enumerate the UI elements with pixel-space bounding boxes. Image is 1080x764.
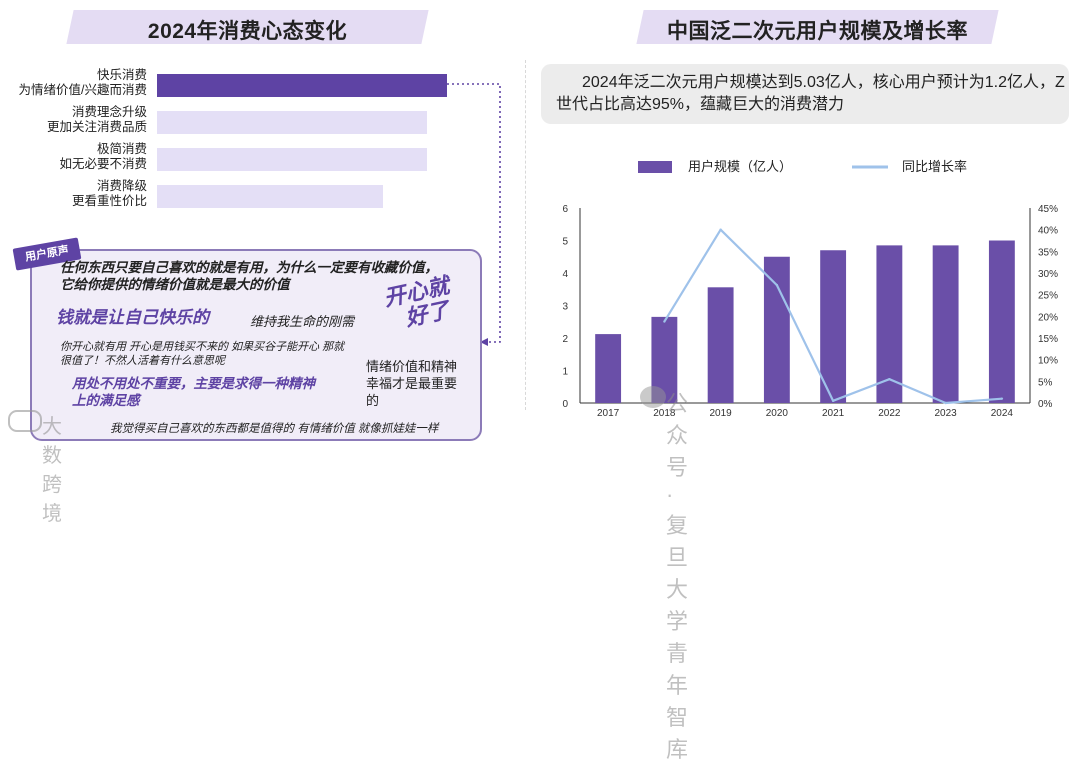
- quote-3: 维持我生命的刚需: [250, 314, 355, 329]
- x-tick-label: 2020: [766, 408, 789, 419]
- growth-point-2021: [831, 399, 835, 403]
- legend-bar-label: 用户规模（亿人）: [688, 159, 792, 174]
- bar-label-line2: 如无必要不消费: [59, 157, 147, 171]
- y2-tick-label: 10%: [1038, 356, 1058, 367]
- quote-7-line3: 的: [366, 393, 380, 408]
- quote-2: 钱就是让自己快乐的: [56, 308, 209, 327]
- y2-tick-label: 30%: [1038, 269, 1058, 280]
- consumption-bar-0: [157, 74, 447, 97]
- summary-box: [541, 64, 1069, 124]
- quote-1-line1: 任何东西只要自己喜欢的就是有用，为什么一定要有收藏价值，: [60, 260, 438, 275]
- y2-tick-label: 25%: [1038, 291, 1058, 302]
- bar-label-line1: 消费降级: [96, 179, 147, 193]
- quote-1: 任何东西只要自己喜欢的就是有用，为什么一定要有收藏价值， 它给你提供的情绪价值就…: [60, 259, 438, 293]
- growth-point-2020: [775, 283, 779, 287]
- panel-divider: [525, 60, 526, 410]
- x-tick-label: 2017: [597, 408, 620, 419]
- x-tick-label: 2018: [653, 408, 676, 419]
- quote-5-line2: 很值了！不然人活着有什么意思呢: [60, 355, 225, 367]
- legend-line-label: 同比增长率: [902, 159, 967, 174]
- bar-label-0: 快乐消费 为情绪价值/兴趣而消费: [7, 68, 147, 98]
- bar-label-line2: 更看重性价比: [71, 194, 147, 208]
- growth-point-2023: [944, 401, 947, 405]
- x-tick-label: 2024: [991, 408, 1014, 419]
- growth-point-2019: [719, 228, 722, 231]
- growth-point-2022: [888, 377, 891, 381]
- y2-tick-label: 40%: [1038, 226, 1058, 237]
- watermark-left-text: 大数跨境: [42, 416, 64, 525]
- bar-label-line1: 极简消费: [96, 142, 147, 156]
- y-tick-label: 3: [562, 302, 568, 313]
- y-tick-label: 6: [562, 204, 568, 215]
- y-tick-label: 5: [562, 237, 568, 248]
- legend-bar-swatch: [638, 161, 672, 173]
- y2-tick-label: 0%: [1038, 399, 1053, 410]
- growth-point-2024: [1000, 397, 1004, 400]
- x-tick-label: 2023: [935, 408, 958, 419]
- quote-7-line2: 幸福才是最重要: [366, 376, 458, 391]
- left-title: 2024年消费心态变化: [147, 20, 348, 43]
- quote-5: 你开心就有用 开心是用钱买不来的 如果买谷子能开心 那就 很值了！不然人活着有什…: [60, 340, 344, 368]
- bar-label-line2: 为情绪价值/兴趣而消费: [18, 83, 147, 97]
- watermark-left: 大数跨境: [8, 410, 62, 525]
- x-tick-label: 2021: [822, 408, 845, 419]
- quote-7-line1: 情绪价值和精神: [366, 359, 458, 374]
- bar-2024: [988, 240, 1015, 403]
- summary-text: 2024年泛二次元用户规模达到5.03亿人，核心用户预计为1.2亿人，Z世代占比…: [556, 74, 1065, 113]
- bar-label-2: 极简消费 如无必要不消费: [7, 142, 147, 172]
- watermark-right: 公众号 · 复旦大学青年智库: [640, 386, 688, 762]
- y-tick-label: 4: [562, 269, 568, 280]
- growth-point-2018: [663, 320, 666, 323]
- bar-2023: [932, 245, 959, 403]
- x-tick-label: 2022: [878, 408, 901, 419]
- quote-7: 情绪价值和精神 幸福才是最重要 的: [366, 358, 457, 409]
- bar-label-line1: 消费理念升级: [71, 105, 147, 119]
- consumption-bar-2: [157, 148, 427, 171]
- consumption-bar-3: [157, 185, 384, 208]
- bar-label-line2: 更加关注消费品质: [46, 120, 147, 134]
- bar-2020: [763, 256, 790, 403]
- bar-label-1: 消费理念升级 更加关注消费品质: [7, 105, 147, 135]
- x-tick-label: 2019: [710, 408, 733, 419]
- user-quote-box: [30, 249, 482, 441]
- y2-tick-label: 15%: [1038, 334, 1058, 345]
- y2-tick-label: 20%: [1038, 312, 1058, 323]
- bar-2021: [820, 250, 847, 403]
- y2-tick-label: 45%: [1038, 204, 1058, 215]
- bar-2019: [707, 287, 734, 403]
- wechat-icon: [640, 386, 666, 408]
- y-tick-label: 2: [562, 334, 568, 345]
- bar-2017: [595, 334, 622, 403]
- quote-6-line1: 用处不用处不重要，主要是求得一种精神: [72, 376, 315, 391]
- y-tick-label: 0: [562, 399, 568, 410]
- quote-6-line2: 上的满足感: [72, 393, 140, 408]
- y-tick-label: 1: [562, 367, 568, 378]
- y2-tick-label: 5%: [1038, 377, 1053, 388]
- right-title: 中国泛二次元用户规模及增长率: [667, 20, 968, 43]
- quote-6: 用处不用处不重要，主要是求得一种精神 上的满足感: [72, 375, 315, 409]
- consumption-bar-1: [157, 111, 427, 134]
- quote-1-line2: 它给你提供的情绪价值就是最大的价值: [60, 277, 290, 292]
- user-scale-chart: 0 1 2 3 4 5 6 0% 5% 10% 15% 20% 25% 30% 35% 40% 45% 2017 2…: [562, 159, 1058, 419]
- bar-2022: [876, 245, 903, 403]
- bar-label-3: 消费降级 更看重性价比: [7, 179, 147, 209]
- y2-tick-label: 35%: [1038, 247, 1058, 258]
- bar-label-line1: 快乐消费: [96, 68, 147, 82]
- connector-arrow: [447, 83, 501, 346]
- watermark-logo-icon: [8, 410, 42, 432]
- quote-8: 我觉得买自己喜欢的东西都是值得的 有情绪价值 就像抓娃娃一样: [110, 423, 439, 435]
- quote-5-line1: 你开心就有用 开心是用钱买不来的 如果买谷子能开心 那就: [60, 341, 345, 353]
